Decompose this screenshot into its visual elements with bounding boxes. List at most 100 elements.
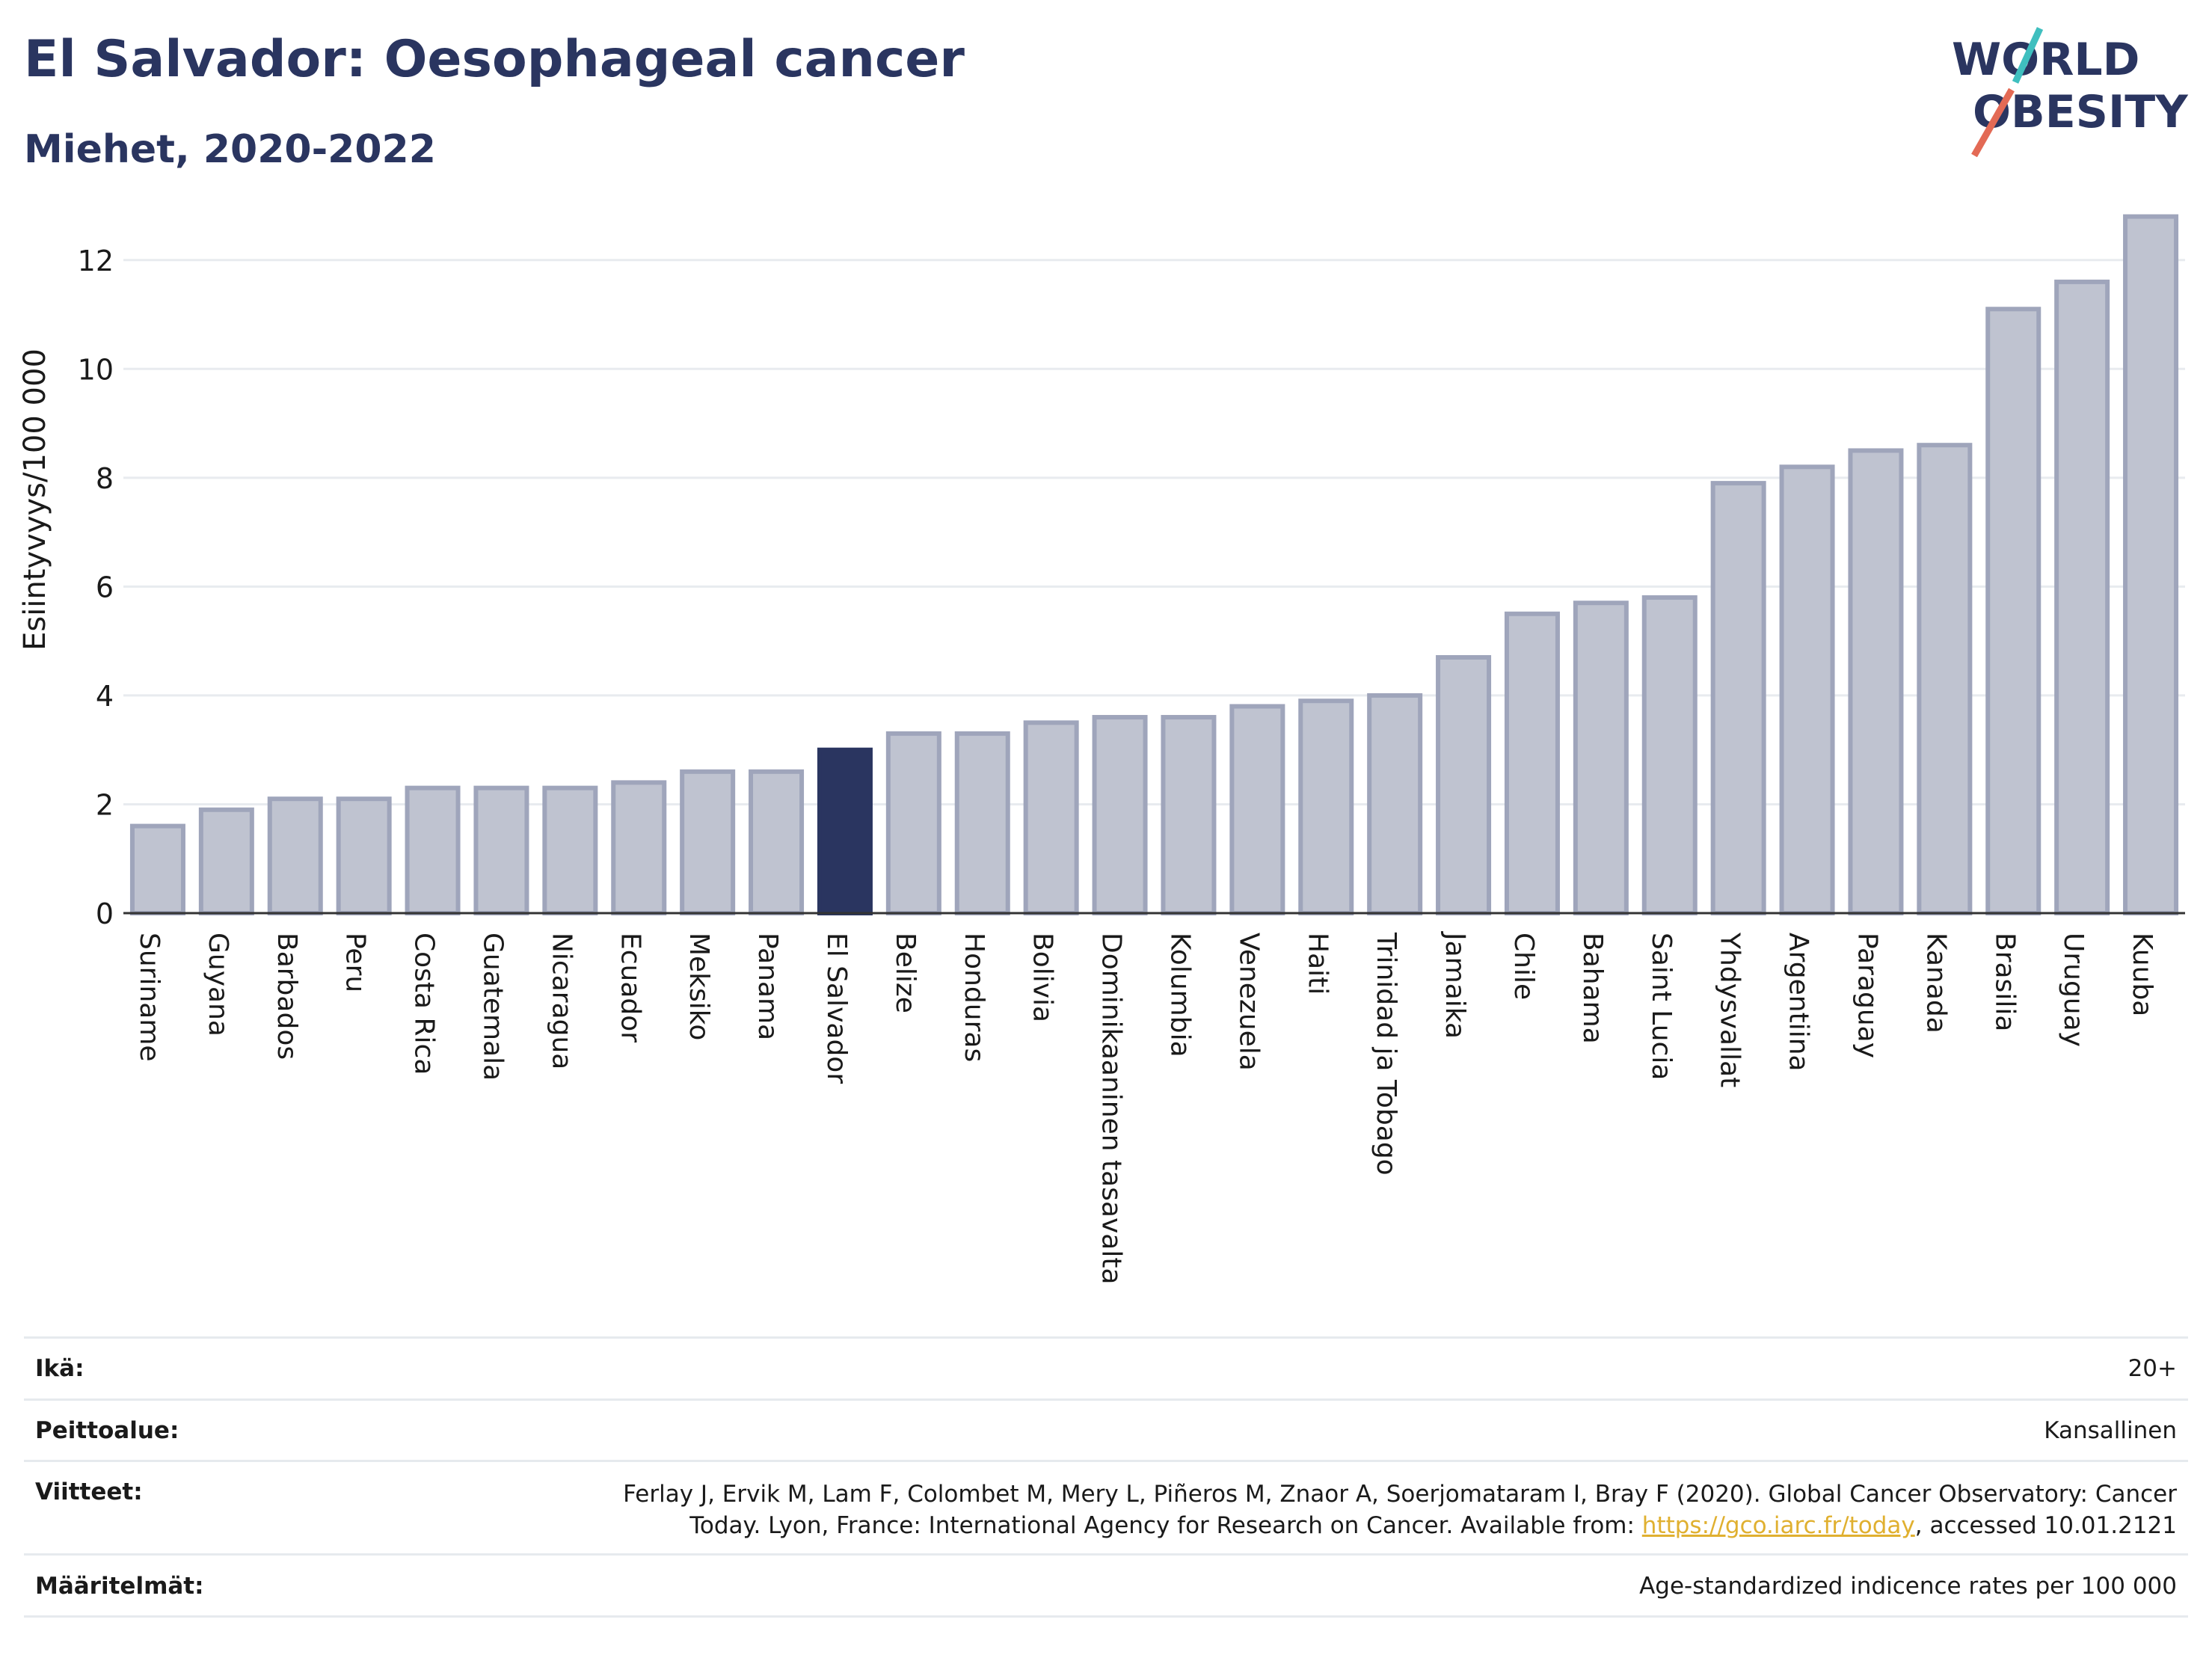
row-value: Age-standardized indicence rates per 100… <box>1639 1573 2177 1600</box>
table-divider <box>24 1553 2188 1556</box>
y-tick-label: 12 <box>78 245 114 277</box>
bar-costa-rica <box>405 785 461 915</box>
x-tick-label: Argentiina <box>1784 933 1814 1072</box>
y-tick-label: 10 <box>78 353 114 386</box>
x-tick-label: Belize <box>890 933 921 1013</box>
bar-el-salvador <box>817 747 873 916</box>
bar-ecuador <box>611 780 667 916</box>
x-tick-label: El Salvador <box>821 933 852 1084</box>
bar-saint-lucia <box>1641 595 1698 915</box>
y-axis-ticks: 0 2 4 6 8 10 12 <box>78 245 114 930</box>
world-obesity-logo: WORLD OBESITY <box>1952 27 2189 157</box>
reference-link[interactable]: https://gco.iarc.fr/today <box>1641 1512 1915 1539</box>
bar-haiti <box>1298 698 1354 915</box>
x-tick-label: Guyana <box>203 933 233 1037</box>
bar-bolivia <box>1023 720 1079 915</box>
x-tick-label: Bahama <box>1577 933 1608 1044</box>
x-tick-label: Suriname <box>134 933 165 1062</box>
x-tick-label: Peru <box>340 933 371 992</box>
x-tick-label: Saint Lucia <box>1646 933 1677 1080</box>
bar-uruguay <box>2054 279 2110 915</box>
x-tick-label: Kolumbia <box>1164 933 1195 1057</box>
grid-lines <box>123 259 2185 805</box>
bar-nicaragua <box>542 785 598 915</box>
bar-kanada <box>1917 443 1973 915</box>
x-tick-label: Kuuba <box>2127 933 2157 1016</box>
y-axis-label: Esiintyvyys/100 000 <box>18 348 52 651</box>
x-tick-label: Costa Rica <box>409 933 440 1075</box>
bar-venezuela <box>1229 704 1285 915</box>
x-tick-label: Uruguay <box>2058 933 2089 1047</box>
x-tick-label: Nicaragua <box>546 933 577 1069</box>
bar-guyana <box>198 807 254 915</box>
x-tick-label: Venezuela <box>1233 933 1264 1071</box>
logo-text-world: WORLD <box>1952 34 2139 86</box>
x-tick-label: Bolivia <box>1027 933 1058 1022</box>
row-key: Viitteet: <box>35 1479 143 1505</box>
table-row-definitions: Määritelmät: Age-standardized indicence … <box>24 1573 2188 1603</box>
bar-brasilia <box>1985 307 2042 915</box>
bar-belize <box>885 731 941 915</box>
table-divider <box>24 1398 2188 1401</box>
x-axis-labels: Suriname Guyana Barbados Peru Costa Rica Guat… <box>134 931 2157 1285</box>
row-value: 20+ <box>2127 1355 2177 1382</box>
bar-guatemala <box>473 785 529 915</box>
table-row-references: Viitteet: Ferlay J, Ervik M, Lam F, Colo… <box>24 1479 2188 1546</box>
bar-trinidad-ja-tobago <box>1367 693 1423 916</box>
x-tick-label: Barbados <box>271 933 302 1060</box>
bar-honduras <box>954 731 1010 915</box>
logo-slash-coral <box>1971 87 2015 157</box>
x-tick-label: Paraguay <box>1852 933 1882 1058</box>
logo-slash-teal <box>2012 27 2044 84</box>
reference-text: Today. Lyon, France: International Agenc… <box>689 1512 1642 1539</box>
x-tick-label: Panama <box>752 933 783 1040</box>
row-value: Kansallinen <box>2044 1417 2177 1444</box>
y-tick-label: 2 <box>96 788 114 821</box>
bar-peru <box>336 796 392 915</box>
x-tick-label: Guatemala <box>477 933 508 1081</box>
x-tick-label: Trinidad ja Tobago <box>1371 932 1401 1176</box>
bar-argentiina <box>1779 464 1835 915</box>
bar-chart: 0 2 4 6 8 10 12 Suriname Guyana Barbados Peru Cost… <box>18 214 2185 1285</box>
table-row-age: Ikä: 20+ <box>24 1355 2188 1385</box>
bar-chile <box>1504 611 1560 915</box>
row-value: Ferlay J, Ervik M, Lam F, Colombet M, Me… <box>623 1479 2177 1541</box>
bar-meksiko <box>680 769 736 916</box>
page-title: El Salvador: Oesophageal cancer <box>24 30 965 89</box>
y-tick-label: 8 <box>96 462 114 495</box>
bar-paraguay <box>1848 448 1904 915</box>
bar-jamaika <box>1436 654 1492 915</box>
x-tick-label: Honduras <box>959 933 989 1062</box>
table-divider <box>24 1615 2188 1618</box>
bars <box>129 214 2179 916</box>
bar-yhdysvallat <box>1710 481 1766 915</box>
bar-kolumbia <box>1161 715 1217 915</box>
table-divider <box>24 1336 2188 1339</box>
page-subtitle: Miehet, 2020-2022 <box>24 127 436 172</box>
bar-dominikaaninen-tasavalta <box>1092 715 1148 915</box>
table-divider <box>24 1460 2188 1462</box>
y-tick-label: 6 <box>96 571 114 604</box>
row-key: Ikä: <box>35 1355 85 1382</box>
row-key: Peittoalue: <box>35 1417 179 1444</box>
reference-line-2: Today. Lyon, France: International Agenc… <box>623 1510 2177 1541</box>
x-tick-label: Meksiko <box>683 933 714 1040</box>
x-tick-label: Yhdysvallat <box>1715 932 1745 1087</box>
bar-bahama <box>1573 601 1629 915</box>
y-tick-label: 0 <box>96 897 114 930</box>
reference-line-1: Ferlay J, Ervik M, Lam F, Colombet M, Me… <box>623 1481 2177 1508</box>
x-tick-label: Chile <box>1508 933 1539 1000</box>
x-tick-label: Brasilia <box>1989 933 2020 1031</box>
x-tick-label: Dominikaaninen tasavalta <box>1096 933 1127 1285</box>
row-key: Määritelmät: <box>35 1573 204 1600</box>
y-tick-label: 4 <box>96 680 114 713</box>
x-tick-label: Kanada <box>1920 933 1951 1034</box>
x-tick-label: Ecuador <box>615 933 645 1043</box>
bar-panama <box>749 769 805 916</box>
bar-kuuba <box>2123 214 2179 915</box>
bar-suriname <box>129 823 185 915</box>
x-tick-label: Haiti <box>1302 933 1333 995</box>
bar-barbados <box>267 796 323 915</box>
table-row-coverage: Peittoalue: Kansallinen <box>24 1417 2188 1447</box>
x-tick-label: Jamaika <box>1440 931 1470 1039</box>
